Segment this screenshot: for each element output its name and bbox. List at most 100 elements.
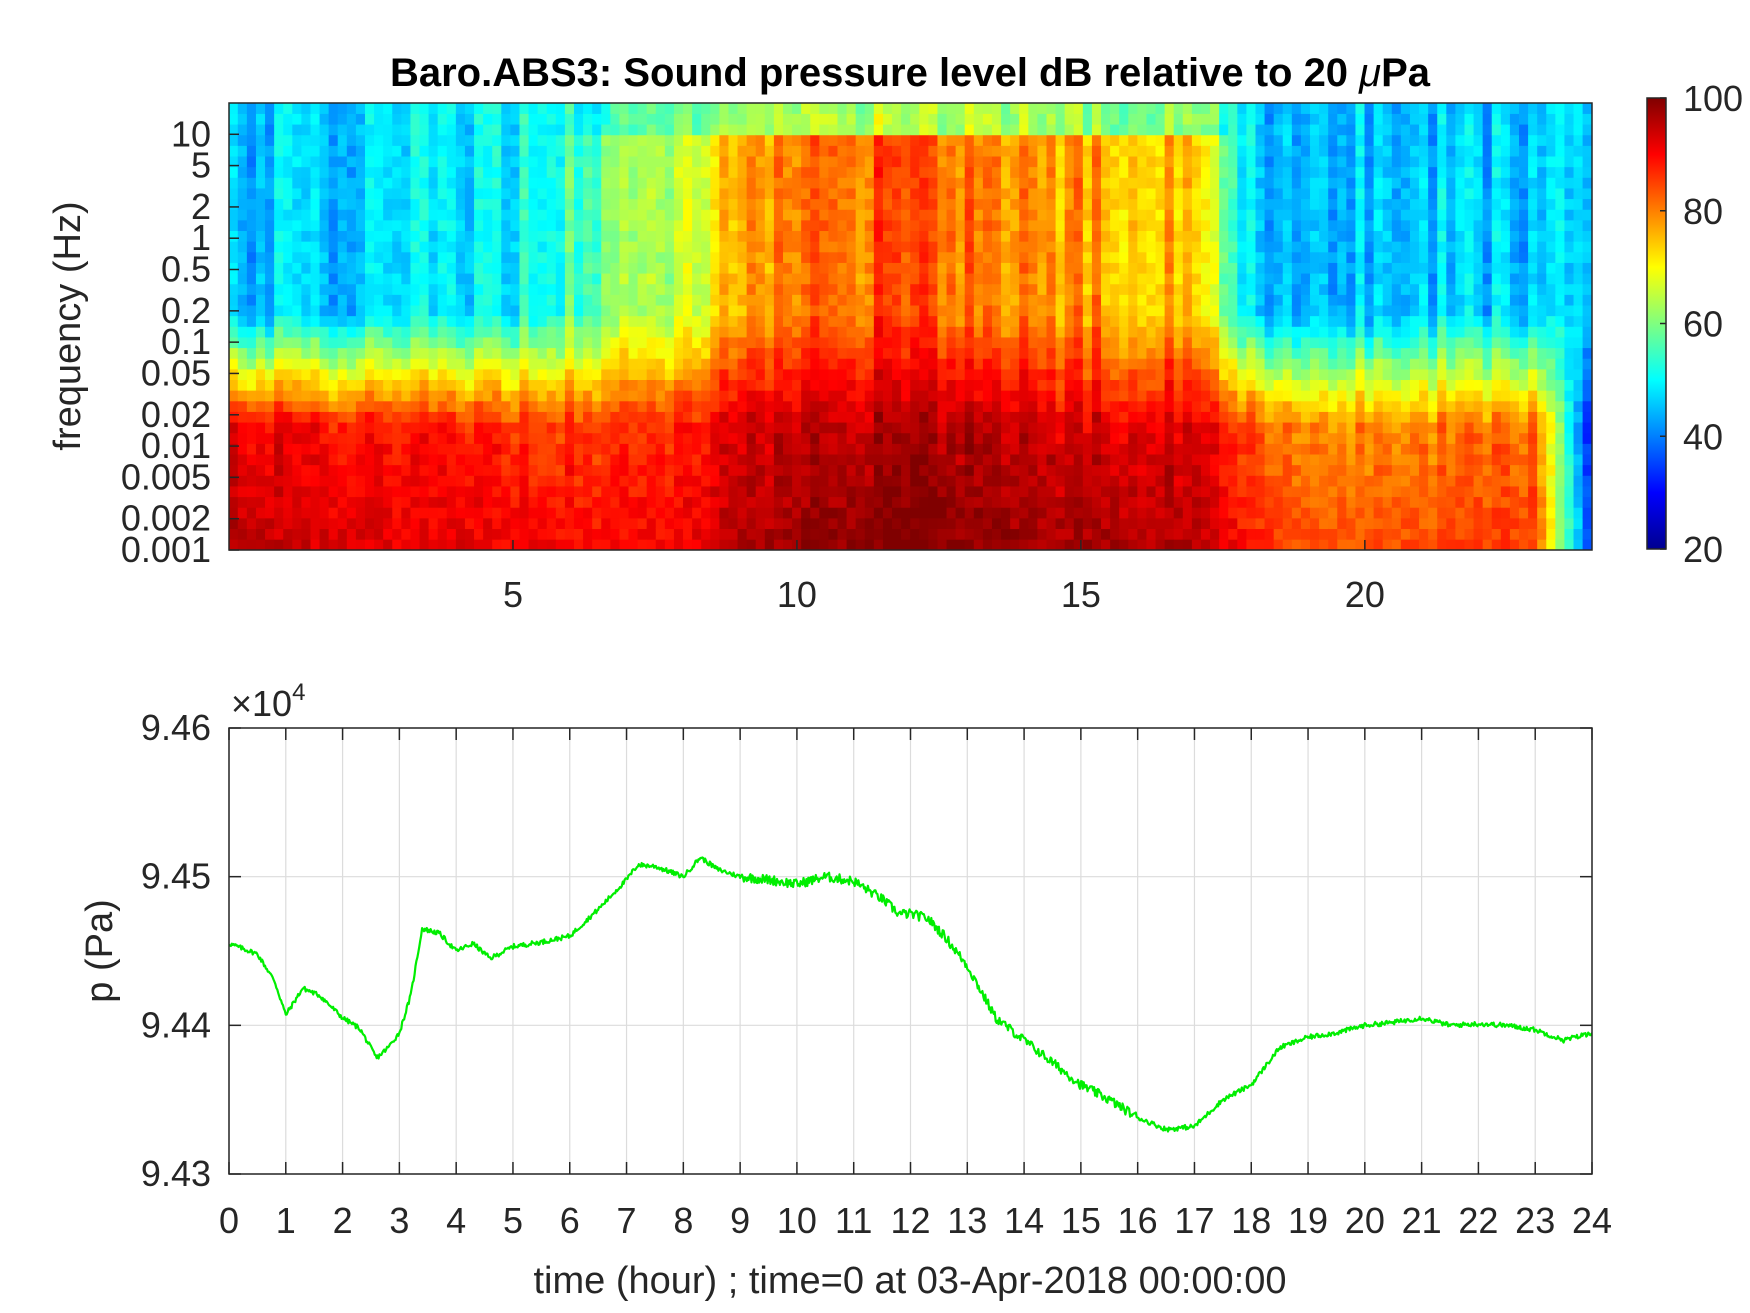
spectrogram-cell [737,358,748,370]
spectrogram-cell [955,198,966,210]
spectrogram-cell [1255,103,1266,114]
spectrogram-cell [419,379,430,391]
spectrogram-cell [928,390,939,402]
spectrogram-cell [928,539,939,550]
spectrogram-cell [410,103,421,114]
spectrogram-cell [710,283,720,295]
spectrogram-cell [501,294,511,306]
spectrogram-cell [728,283,739,295]
spectrogram-cell [746,539,757,550]
spectrogram-cell [410,166,421,178]
spectrogram-cell [646,134,657,146]
spectrogram-cell [1282,304,1293,317]
spectrogram-cell [428,496,439,508]
spectrogram-cell [846,326,857,338]
spectrogram-cell [928,304,939,317]
spectrogram-cell [683,123,693,136]
spectrogram-cell [837,230,848,242]
spectrogram-cell [1291,155,1302,168]
spectrogram-cell [937,241,948,253]
spectrogram-cell [537,272,548,285]
spectrogram-cell [1282,251,1293,263]
spectrogram-cell [1028,336,1039,349]
spectrogram-cell [919,421,929,434]
spectrogram-cell [446,134,457,146]
spectrogram-cell [664,453,675,466]
spectrogram-cell [746,400,757,412]
spectrogram-cell [310,145,321,157]
spectrogram-cell [474,336,484,349]
spectrogram-cell [683,411,693,423]
spectrogram-cell [1037,304,1048,317]
spectrogram-cell [1282,379,1293,391]
spectrogram-cell [1164,113,1175,125]
spectrogram-cell [1001,453,1011,466]
spectrogram-cell [601,475,611,487]
spectrogram-cell [283,272,293,285]
spectrogram-cell [919,294,929,306]
spectrogram-cell [301,294,312,306]
spectrogram-cell [1019,187,1029,200]
spectrogram-cell [910,528,920,540]
spectrogram-cell [401,432,412,444]
spectrogram-cell [1082,539,1093,550]
spectrogram-cell [673,496,684,508]
spectrogram-cell [810,390,820,402]
spectrogram-cell [1082,134,1093,146]
spectrogram-cell [1055,294,1066,306]
spectrogram-cell [319,507,330,519]
spectrogram-cell [755,336,766,349]
spectrogram-cell [746,347,757,359]
spectrogram-cell [383,123,393,136]
spectrogram-cell [1210,103,1220,114]
spectrogram-cell [1164,496,1175,508]
spectrogram-cell [483,358,493,370]
spectrogram-cell [692,475,702,487]
spectrogram-cell [737,166,748,178]
spectrogram-cell [873,187,884,200]
spectrogram-cell [346,177,357,189]
spectrogram-cell [501,326,511,338]
spectrogram-cell [928,475,939,487]
spectrogram-cell [810,326,820,338]
spectrogram-cell [419,326,430,338]
spectrogram-cell [910,400,920,412]
spectrogram-cell [274,517,284,530]
spectrogram-cell [1010,187,1020,200]
spectrogram-cell [728,528,739,540]
spectrogram-cell [810,496,820,508]
spectrogram-cell [628,294,639,306]
spectrogram-cell [455,123,466,136]
spectrogram-cell [1037,379,1048,391]
spectrogram-cell [1246,166,1257,178]
spectrogram-cell [901,347,911,359]
spectrogram-cell [1082,103,1093,114]
spectrogram-cell [882,411,893,423]
spectrogram-cell [1246,262,1257,274]
spectrogram-cell [864,198,875,210]
spectrogram-cell [355,155,366,168]
spectrogram-cell [1037,123,1048,136]
spectrogram-cell [901,187,911,200]
spectrogram-cell [982,155,993,168]
spectrogram-cell [1164,347,1175,359]
spectrogram-cell [937,475,948,487]
spectrogram-cell [1064,475,1075,487]
spectrogram-cell [1055,219,1066,232]
spectrogram-cell [701,145,711,157]
spectrogram-cell [346,421,357,434]
spectrogram-cell [882,336,893,349]
spectrogram-cell [1037,528,1048,540]
spectrogram-cell [628,304,639,317]
spectrogram-cell [564,485,575,498]
spectrogram-cell [646,421,657,434]
spectrogram-cell [583,198,593,210]
spectrogram-cell [637,485,648,498]
spectrogram-cell [828,390,839,402]
spectrogram-cell [937,400,948,412]
spectrogram-cell [828,485,839,498]
spectrogram-cell [492,315,502,327]
spectrogram-cell [610,496,621,508]
spectrogram-cell [383,464,393,476]
